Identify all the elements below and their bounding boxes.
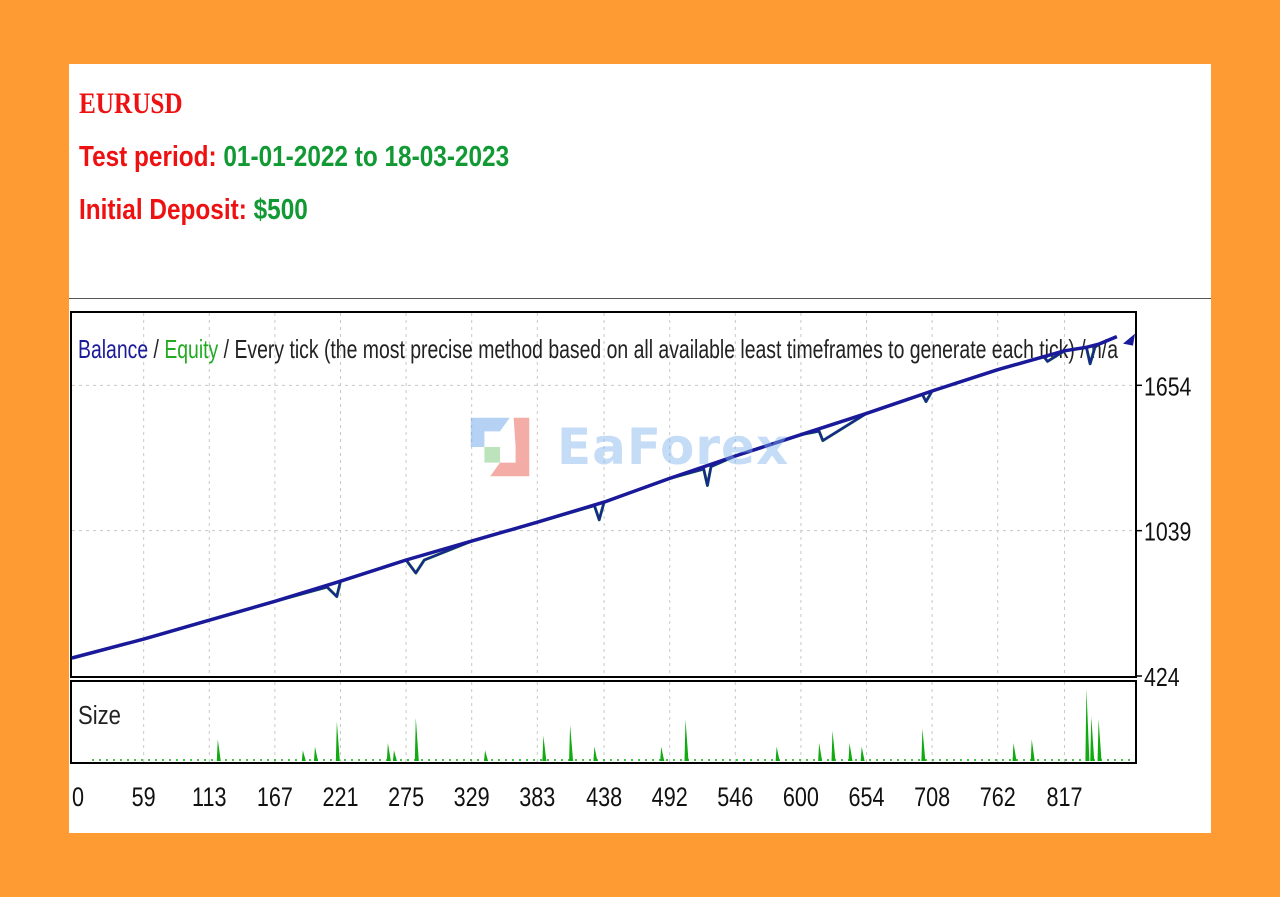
size-spike	[484, 750, 489, 761]
legend-description: / Every tick (the most precise method ba…	[218, 334, 1118, 364]
symbol-title: EURUSD	[79, 87, 183, 120]
balance-equity-chart: Balance / Equity / Every tick (the most …	[70, 311, 1191, 813]
legend-equity: Equity	[164, 334, 218, 364]
x-tick-label: 59	[132, 783, 156, 813]
size-spike	[593, 746, 598, 761]
initial-deposit-line: Initial Deposit: $500	[79, 190, 509, 243]
x-tick-label: 600	[783, 783, 819, 813]
y-axis-ticks: 424 1039 1654	[1135, 372, 1191, 693]
main-plot-frame	[70, 311, 1137, 678]
size-spike	[1030, 739, 1035, 761]
test-period-line: Test period: 01-01-2022 to 18-03-2023	[79, 137, 509, 190]
size-spikes	[92, 689, 1130, 761]
size-label: Size	[78, 701, 121, 730]
x-tick-label: 113	[192, 783, 226, 813]
size-spike	[1090, 716, 1095, 761]
x-tick-label: 0	[72, 783, 84, 813]
size-spike	[386, 743, 391, 761]
last-value-marker	[1123, 333, 1135, 346]
x-tick-label: 438	[586, 783, 622, 813]
chart-legend: Balance / Equity / Every tick (the most …	[78, 334, 1118, 364]
series-lines	[71, 333, 1135, 660]
report-header: EURUSD Test period: 01-01-2022 to 18-03-…	[79, 84, 591, 243]
size-spike	[414, 717, 419, 761]
size-spike	[848, 743, 853, 761]
y-tick-label: 1039	[1144, 518, 1191, 548]
size-spike	[831, 730, 836, 761]
x-tick-label: 167	[257, 783, 293, 813]
grid-lines	[72, 313, 1135, 762]
size-spike	[660, 746, 665, 761]
x-tick-label: 708	[914, 783, 950, 813]
x-tick-label: 817	[1047, 783, 1083, 813]
size-spike	[684, 719, 689, 761]
x-axis-ticks: 0 59 113 167 221 275 329 383 438 492 546 600 654 708 7…	[72, 783, 1083, 813]
initial-deposit-label: Initial Deposit:	[79, 194, 247, 226]
size-plot-frame	[70, 680, 1137, 764]
size-spike	[818, 743, 823, 761]
size-spike	[1097, 719, 1102, 761]
size-spike	[569, 725, 574, 761]
size-spike	[301, 750, 306, 761]
size-spike	[921, 728, 926, 761]
size-spike	[860, 746, 865, 761]
x-tick-label: 762	[980, 783, 1016, 813]
eaforex-logo-icon	[470, 417, 530, 477]
size-spike	[392, 750, 397, 761]
x-tick-label: 275	[388, 783, 424, 813]
header-separator	[69, 298, 1211, 299]
size-spike	[1085, 689, 1090, 761]
size-spike	[542, 735, 547, 761]
x-tick-label: 654	[849, 783, 885, 813]
initial-deposit-value: $500	[253, 194, 308, 226]
size-spike	[775, 746, 780, 761]
test-period-value: 01-01-2022 to 18-03-2023	[223, 141, 510, 173]
y-tick-label: 1654	[1144, 372, 1191, 402]
size-spike	[216, 739, 221, 761]
watermark-text: EaForex	[557, 418, 790, 476]
y-tick-label: 424	[1144, 663, 1180, 693]
x-tick-label: 492	[652, 783, 688, 813]
size-spike	[313, 746, 318, 761]
equity-dip-line	[71, 335, 1118, 660]
x-tick-label: 546	[717, 783, 753, 813]
watermark: EaForex	[461, 408, 789, 486]
x-tick-label: 329	[454, 783, 490, 813]
legend-separator: /	[148, 334, 164, 364]
x-tick-label: 383	[519, 783, 555, 813]
size-spike	[335, 721, 340, 761]
report-card: EURUSD Test period: 01-01-2022 to 18-03-…	[69, 64, 1211, 833]
size-spike	[1012, 743, 1017, 761]
x-tick-label: 221	[322, 783, 358, 813]
test-period-label: Test period:	[79, 141, 217, 173]
legend-balance: Balance	[78, 334, 148, 364]
